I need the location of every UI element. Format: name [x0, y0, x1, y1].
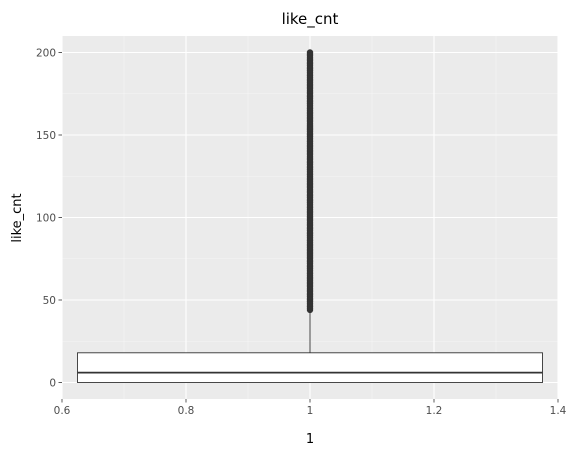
y-tick-label: 50	[43, 295, 56, 307]
x-tick-label: 1.2	[426, 405, 443, 417]
y-tick-label: 0	[49, 378, 56, 390]
y-axis-title: like_cnt	[10, 193, 25, 242]
outlier-points	[306, 49, 314, 314]
box-plot	[77, 49, 543, 383]
y-tick-label: 200	[36, 48, 56, 60]
x-tick-label: 0.8	[178, 405, 195, 417]
y-axis-ticks: 0 50 100 150 200	[36, 48, 62, 390]
outlier-point	[306, 49, 314, 56]
x-tick-label: 0.6	[54, 405, 71, 417]
box-iqr	[77, 352, 543, 383]
x-axis-ticks: 0.6 0.8 1 1.2 1.4	[54, 399, 567, 417]
y-tick-label: 100	[36, 213, 56, 225]
chart-title: like_cnt	[282, 10, 339, 29]
x-tick-label: 1	[307, 405, 314, 417]
x-tick-label: 1.4	[550, 405, 567, 417]
x-axis-title: 1	[306, 432, 314, 447]
y-tick-label: 150	[36, 130, 56, 142]
